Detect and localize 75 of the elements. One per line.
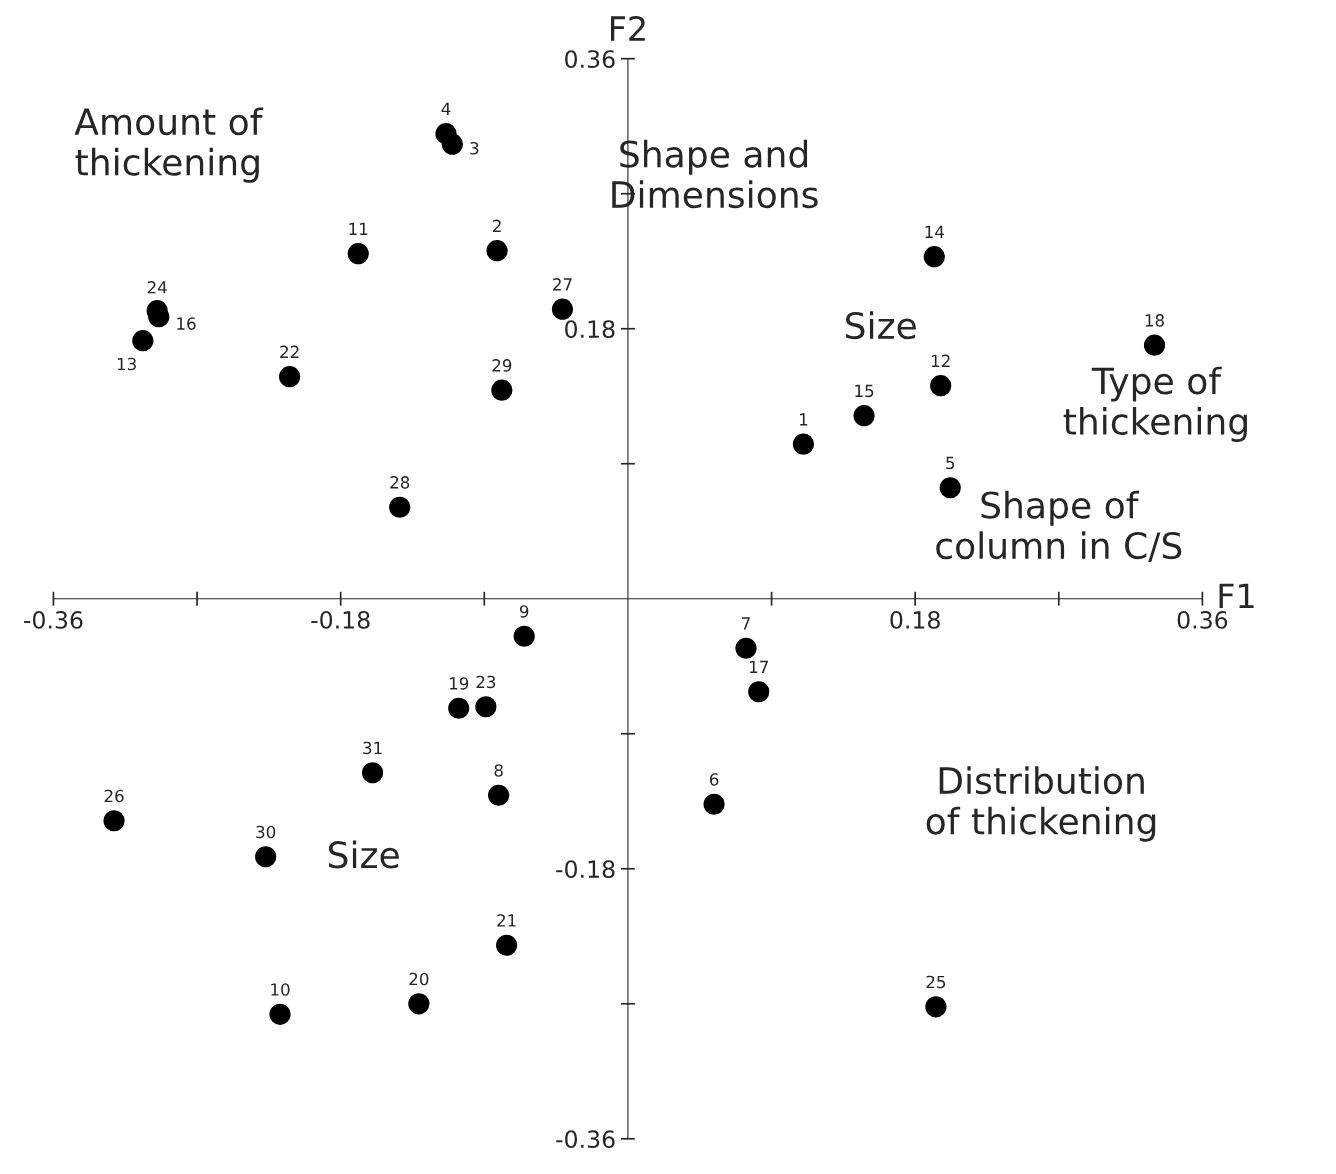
annotation: 18 <box>1145 314 1164 327</box>
annotation: 6 <box>709 773 719 786</box>
annotation: Distribution of thickening <box>926 766 1156 842</box>
point <box>513 625 535 647</box>
point <box>930 375 952 397</box>
point <box>132 330 154 352</box>
y-tick-label: -0.18 <box>556 860 615 879</box>
point <box>435 123 457 145</box>
y-tick-label: -0.36 <box>556 1130 615 1149</box>
point <box>923 246 945 268</box>
point <box>361 762 384 784</box>
point <box>735 637 757 659</box>
point <box>269 1003 291 1025</box>
annotation: 1 <box>799 413 808 426</box>
point <box>491 379 513 401</box>
annotation: Amount of thickening <box>74 107 264 183</box>
annotation: Size <box>846 311 916 340</box>
annotation: 3 <box>470 141 479 155</box>
annotation: 27 <box>553 278 572 291</box>
annotation: 21 <box>497 914 516 927</box>
point <box>475 696 497 718</box>
annotation: 10 <box>271 983 290 996</box>
annotation: 9 <box>519 605 529 618</box>
point <box>408 993 430 1015</box>
annotation: 4 <box>441 102 451 115</box>
point <box>486 240 508 262</box>
y-tick-label: 0.18 <box>565 320 615 339</box>
annotation: 7 <box>742 617 750 630</box>
annotation: 29 <box>492 359 512 372</box>
point <box>103 810 125 832</box>
annotation: 23 <box>476 675 496 689</box>
point <box>448 697 470 719</box>
annotation: 19 <box>449 677 469 690</box>
point <box>255 846 277 868</box>
annotation: 11 <box>349 222 368 235</box>
y-tick-label: 0.36 <box>565 50 615 69</box>
point <box>792 433 815 455</box>
point <box>925 996 947 1018</box>
annotation: 16 <box>177 317 196 330</box>
annotation: 26 <box>104 789 124 803</box>
annotation: 24 <box>147 280 167 294</box>
x-tick-label: 0.18 <box>890 610 940 629</box>
point <box>389 496 411 518</box>
annotation: 13 <box>117 357 136 371</box>
x-axis-title: F1 <box>1219 583 1254 608</box>
annotation: 17 <box>750 660 768 673</box>
point <box>488 784 510 806</box>
annotation: 12 <box>931 354 950 367</box>
annotation: 30 <box>256 825 276 839</box>
x-tick-label: -0.18 <box>311 610 370 629</box>
point <box>939 477 961 499</box>
point <box>703 793 725 815</box>
point <box>748 681 770 703</box>
x-tick-label: -0.36 <box>24 610 83 629</box>
point <box>347 243 369 265</box>
point <box>853 405 875 427</box>
point <box>1143 334 1166 356</box>
annotation: Shape of column in C/S <box>936 490 1182 563</box>
annotation: 31 <box>363 741 382 755</box>
annotation: 2 <box>492 219 501 232</box>
annotation: 15 <box>855 384 874 398</box>
annotation: 22 <box>280 345 299 358</box>
annotation: 5 <box>946 456 955 470</box>
annotation: 20 <box>409 972 429 986</box>
annotation: Type of thickening <box>1063 366 1247 443</box>
point <box>279 366 301 388</box>
y-axis-title: F2 <box>611 15 645 41</box>
annotation: Size <box>328 840 399 869</box>
annotation: 8 <box>494 764 503 777</box>
annotation: 25 <box>926 975 946 989</box>
x-tick-label: 0.36 <box>1177 610 1228 629</box>
annotation: 28 <box>390 476 410 489</box>
point <box>551 298 574 320</box>
annotation: 14 <box>925 225 944 238</box>
point <box>496 934 518 956</box>
